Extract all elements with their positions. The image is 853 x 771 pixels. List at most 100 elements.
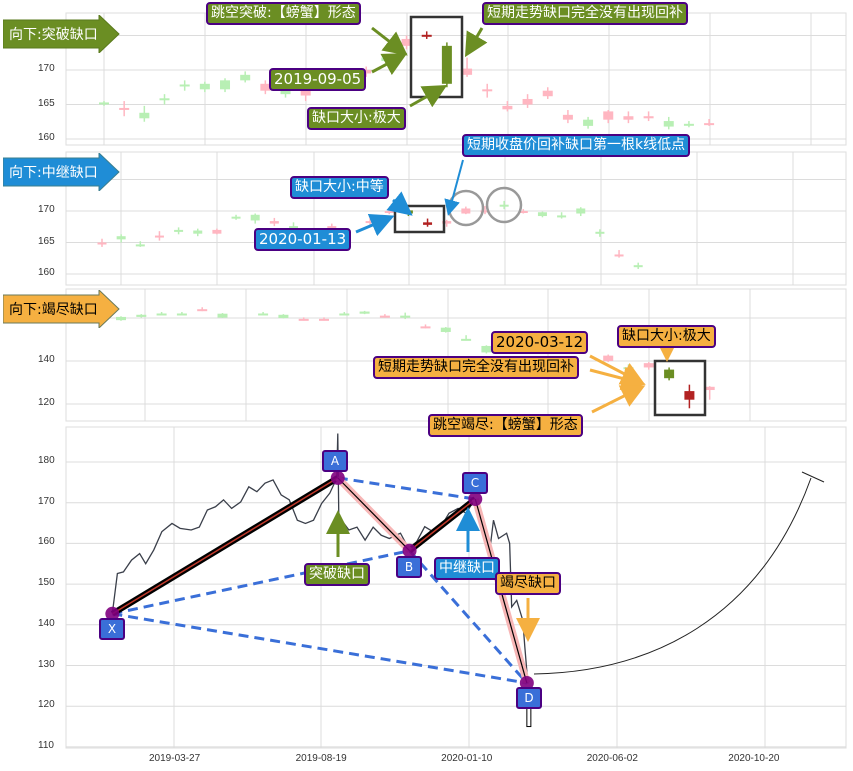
candle-body xyxy=(461,338,472,341)
candle xyxy=(212,228,222,235)
candle-body xyxy=(704,123,715,126)
candle xyxy=(664,367,675,381)
candle-body xyxy=(135,244,145,247)
candle xyxy=(116,316,126,321)
candle xyxy=(220,78,231,93)
candle xyxy=(250,213,260,224)
candle-body xyxy=(139,112,150,119)
candle-body xyxy=(522,98,533,105)
candle-body xyxy=(537,212,547,217)
annotation-arrow xyxy=(371,26,408,56)
candle-body xyxy=(614,254,624,257)
candle xyxy=(481,345,492,354)
candle-body xyxy=(462,68,473,75)
candle xyxy=(298,317,309,321)
candle-body xyxy=(199,83,210,90)
label-breakaway-gap: 突破缺口 xyxy=(304,563,370,586)
candle-body xyxy=(603,355,614,361)
candle-body xyxy=(562,114,573,120)
candle xyxy=(461,206,471,215)
candle xyxy=(156,311,167,316)
pattern-point-marker xyxy=(402,543,417,558)
y-tick-label: 170 xyxy=(38,204,55,215)
candle-body xyxy=(278,314,289,318)
candle xyxy=(217,313,228,318)
candle xyxy=(522,94,533,108)
candle-body xyxy=(361,70,372,74)
candle xyxy=(361,66,372,77)
candle xyxy=(643,111,654,122)
candle xyxy=(461,335,472,341)
candle xyxy=(119,101,130,117)
annotation-fill-low: 短期收盘价回补缺口第一根k线低点 xyxy=(462,134,691,157)
candle xyxy=(562,110,573,124)
candle xyxy=(359,310,370,315)
highlight-box xyxy=(653,359,707,417)
candle-body xyxy=(116,236,126,240)
candle-body xyxy=(240,74,251,81)
candle-body xyxy=(664,369,675,379)
candle xyxy=(379,314,390,318)
point-x: X xyxy=(99,618,125,640)
annotation-gap-size: 缺口大小:极大 xyxy=(617,325,716,348)
point-b: B xyxy=(396,556,422,578)
pattern-point-marker xyxy=(330,470,345,485)
candle xyxy=(583,116,594,129)
plot-area xyxy=(65,288,847,422)
candle-body xyxy=(421,34,432,37)
annotation-arrow xyxy=(589,366,646,391)
candle xyxy=(480,205,490,215)
candle-body xyxy=(583,119,594,126)
candle-body xyxy=(97,242,107,245)
candle-body xyxy=(420,326,431,329)
candle-body xyxy=(231,216,241,219)
point-d: D xyxy=(516,687,542,709)
candle-body xyxy=(482,89,493,92)
annotation-pattern: 跳空竭尽:【螃蟹】形态 xyxy=(428,414,583,437)
candle xyxy=(537,211,547,218)
candle xyxy=(258,311,269,316)
candle xyxy=(423,218,433,227)
fill-circle xyxy=(485,186,523,224)
candle-body xyxy=(684,391,695,400)
candle-body xyxy=(174,229,184,232)
candle xyxy=(199,81,210,93)
candle xyxy=(684,384,695,409)
candle xyxy=(269,217,279,227)
candle xyxy=(135,241,145,247)
highlight-box xyxy=(393,204,446,234)
candle-body xyxy=(179,84,190,87)
candle xyxy=(420,324,431,329)
candle-body xyxy=(576,208,586,214)
candle-body xyxy=(441,45,452,84)
candle xyxy=(499,200,509,210)
candle xyxy=(159,94,170,105)
candle-body xyxy=(518,211,528,213)
candle xyxy=(482,83,493,98)
annotation-pattern: 跳空突破:【螃蟹】形态 xyxy=(206,2,361,25)
candle xyxy=(595,229,605,237)
candle-body xyxy=(154,235,164,238)
candle-body xyxy=(217,313,228,318)
candle-body xyxy=(643,116,654,119)
candle xyxy=(154,231,164,241)
candle xyxy=(441,42,452,88)
y-tick-label: 140 xyxy=(38,617,55,629)
candle xyxy=(179,80,190,91)
candle-body xyxy=(176,313,187,316)
candle-body xyxy=(683,123,694,126)
candle-body xyxy=(193,230,203,234)
candle xyxy=(663,116,674,130)
pattern-dashed-line xyxy=(112,549,410,616)
candle-body xyxy=(603,111,614,120)
candle xyxy=(683,121,694,128)
candle xyxy=(174,227,184,235)
x-tick-label: 2020-01-10 xyxy=(441,753,493,764)
pattern-dashed-line xyxy=(408,549,528,684)
annotation-date: 2019-09-05 xyxy=(269,68,367,91)
pattern-point-marker xyxy=(519,676,534,691)
candle xyxy=(231,214,241,220)
pattern-dashed-line xyxy=(112,612,528,685)
annotation-arrow xyxy=(591,385,646,414)
